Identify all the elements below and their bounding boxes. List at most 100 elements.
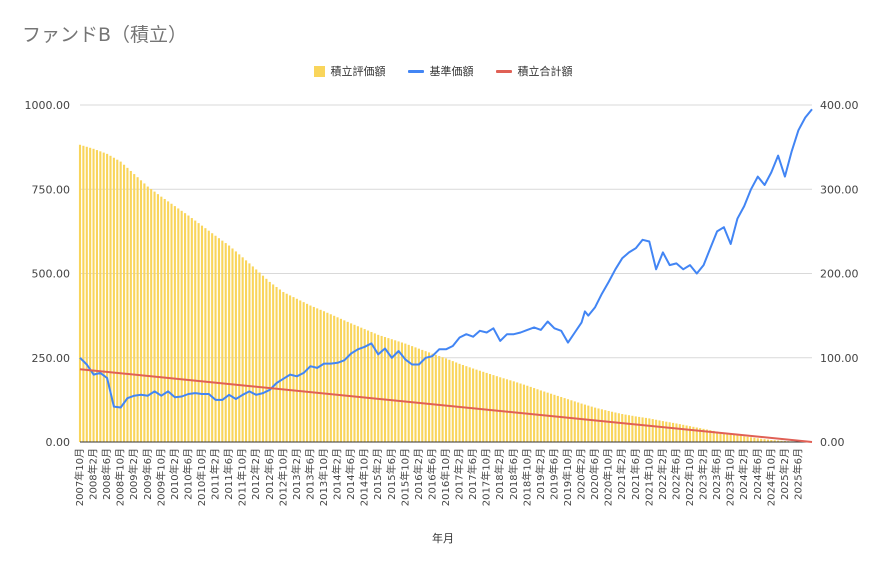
- x-tick-label: 2024年10月: [764, 448, 777, 506]
- y-left-tick-label: 1000.00: [25, 99, 71, 112]
- bar: [421, 349, 424, 442]
- bar: [380, 335, 383, 442]
- bar: [688, 426, 692, 442]
- base-price-line: [79, 108, 813, 409]
- bar: [139, 180, 143, 442]
- x-tick-label: 2018年10月: [520, 448, 533, 506]
- bar: [475, 369, 478, 442]
- x-tick-label: 2020年6月: [588, 448, 601, 500]
- bar: [739, 435, 742, 442]
- bar: [339, 318, 342, 442]
- bar: [478, 370, 481, 442]
- x-tick-label: 2008年10月: [114, 448, 127, 506]
- bar: [492, 375, 495, 442]
- bar: [434, 354, 437, 442]
- bar: [641, 417, 644, 442]
- bar: [465, 366, 468, 442]
- bar: [343, 320, 346, 442]
- bar: [78, 144, 82, 443]
- bar: [699, 428, 702, 442]
- bar: [678, 424, 681, 442]
- bar: [360, 327, 363, 442]
- bar: [177, 208, 180, 442]
- bar: [692, 426, 695, 442]
- bar: [590, 406, 593, 442]
- bar: [292, 297, 295, 442]
- bar: [241, 257, 244, 442]
- x-tick-label: 2011年10月: [236, 448, 249, 506]
- bar: [546, 392, 549, 442]
- bar: [472, 368, 475, 442]
- bar: [336, 317, 339, 442]
- bar: [441, 357, 444, 442]
- bar: [353, 324, 356, 442]
- legend: 積立評価額 基準価額 積立合計額: [0, 63, 886, 79]
- bar: [468, 367, 471, 442]
- bar: [424, 351, 427, 442]
- bar: [709, 430, 712, 442]
- bar: [150, 189, 153, 442]
- bar: [136, 177, 139, 442]
- bar: [726, 433, 729, 442]
- bar: [682, 424, 685, 442]
- bar: [228, 245, 231, 442]
- x-tick-label: 2016年2月: [412, 448, 425, 500]
- bar: [780, 440, 783, 442]
- x-tick-label: 2015年6月: [385, 448, 398, 500]
- bar: [407, 344, 410, 442]
- x-tick-label: 2022年6月: [669, 448, 682, 500]
- bar: [733, 434, 736, 442]
- bar: [370, 331, 373, 442]
- bar: [766, 439, 769, 442]
- bar: [580, 403, 583, 442]
- y-right-tick-label: 100.00: [820, 352, 859, 365]
- x-tick-label: 2021年6月: [629, 448, 642, 500]
- bar: [387, 338, 390, 442]
- x-tick-label: 2017年10月: [480, 448, 493, 506]
- x-tick-label: 2010年10月: [195, 448, 208, 506]
- bar: [763, 439, 766, 442]
- bar: [594, 407, 597, 442]
- bar: [261, 275, 265, 442]
- bar: [309, 305, 312, 442]
- bar: [377, 334, 380, 442]
- bar: [190, 218, 193, 442]
- x-tick-label: 2010年2月: [168, 448, 181, 500]
- bar: [312, 306, 315, 442]
- x-tick-label: 2013年2月: [290, 448, 303, 500]
- bar: [638, 416, 641, 442]
- bar: [397, 341, 400, 442]
- x-tick-label: 2007年10月: [73, 448, 86, 506]
- x-tick-label: 2019年6月: [547, 448, 560, 500]
- x-tick-label: 2008年2月: [87, 448, 100, 500]
- bar: [306, 303, 309, 442]
- legend-item-valuation[interactable]: 積立評価額: [313, 63, 386, 79]
- bar: [736, 435, 739, 442]
- bar: [383, 337, 387, 442]
- bar: [367, 330, 370, 442]
- bar: [760, 438, 763, 442]
- x-tick-label: 2016年6月: [425, 448, 438, 500]
- x-tick-label: 2012年2月: [249, 448, 262, 500]
- bar: [275, 286, 278, 442]
- legend-item-cumulative[interactable]: 積立合計額: [495, 63, 573, 79]
- x-tick-label: 2025年2月: [778, 448, 791, 500]
- bar: [573, 401, 576, 442]
- bar: [495, 376, 498, 442]
- x-tick-label: 2012年10月: [276, 448, 289, 506]
- bar: [570, 400, 573, 442]
- bar: [123, 164, 126, 442]
- bar: [634, 416, 637, 442]
- bar: [597, 408, 600, 442]
- bar: [749, 437, 753, 442]
- legend-item-base-price[interactable]: 基準価額: [407, 63, 474, 79]
- y-right-tick-label: 400.00: [820, 99, 859, 112]
- bar: [644, 417, 647, 442]
- bar: [85, 146, 88, 442]
- bar: [539, 390, 542, 442]
- bar: [207, 230, 210, 442]
- bar: [234, 251, 237, 442]
- bar: [214, 235, 217, 442]
- bar: [607, 410, 610, 442]
- bar: [783, 440, 786, 442]
